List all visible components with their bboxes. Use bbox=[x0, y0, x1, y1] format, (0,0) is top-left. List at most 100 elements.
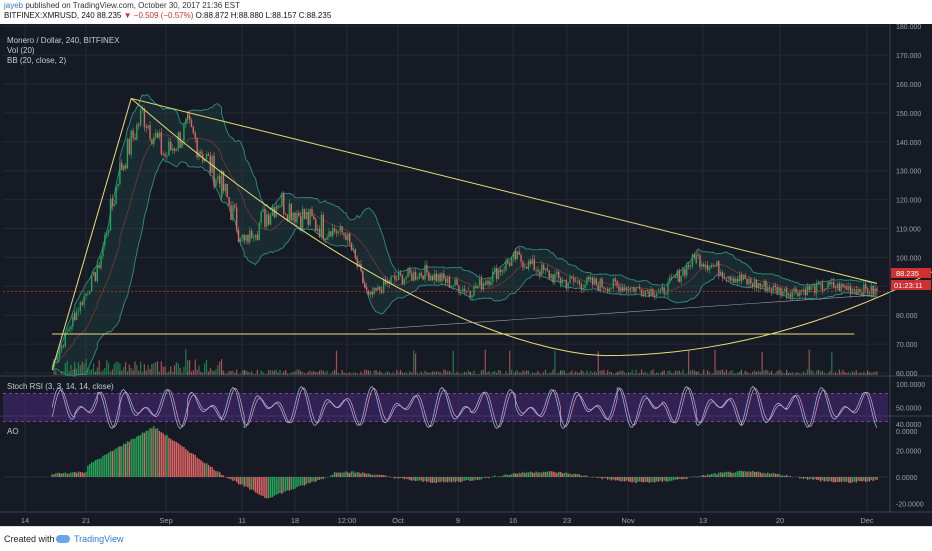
ao-bar bbox=[624, 477, 625, 482]
ao-bar bbox=[773, 473, 774, 477]
volume-bar bbox=[632, 370, 633, 375]
candle-body bbox=[415, 272, 416, 279]
candle-body bbox=[841, 284, 842, 291]
ao-bar bbox=[677, 477, 678, 480]
candle-body bbox=[720, 272, 721, 275]
candle-body bbox=[117, 184, 118, 186]
volume-bar bbox=[336, 351, 337, 375]
ao-bar bbox=[615, 477, 616, 480]
volume-bar bbox=[504, 374, 505, 375]
ao-bar bbox=[453, 477, 454, 481]
ao-bar bbox=[415, 477, 416, 481]
ao-bar bbox=[635, 477, 636, 483]
ao-bar bbox=[389, 476, 390, 477]
ao-bar bbox=[648, 477, 649, 483]
ao-bar bbox=[417, 477, 418, 481]
ao-bar bbox=[332, 475, 333, 477]
author-link[interactable]: jayeb bbox=[4, 1, 23, 10]
ao-bar bbox=[409, 477, 410, 480]
volume-bar bbox=[93, 363, 94, 375]
candle-body bbox=[108, 231, 109, 233]
volume-bar bbox=[470, 372, 471, 375]
ao-bar bbox=[178, 443, 179, 477]
volume-bar bbox=[411, 373, 412, 375]
ao-bar bbox=[411, 477, 412, 481]
ao-bar bbox=[645, 477, 646, 482]
candle-body bbox=[786, 293, 787, 297]
candle-body bbox=[215, 180, 216, 187]
candle-body bbox=[667, 282, 668, 294]
footer: Created with TradingView bbox=[0, 526, 932, 551]
volume-bar bbox=[112, 369, 113, 375]
ao-bar bbox=[750, 472, 751, 477]
candle-body bbox=[321, 215, 322, 238]
ao-bar bbox=[134, 439, 135, 477]
candle-body bbox=[185, 119, 186, 124]
ao-bar bbox=[191, 453, 192, 477]
candle-body bbox=[236, 207, 237, 230]
volume-bar bbox=[276, 370, 277, 375]
volume-bar bbox=[664, 370, 665, 375]
ao-bar bbox=[117, 447, 118, 477]
volume-bar bbox=[690, 370, 691, 375]
ao-bar bbox=[511, 474, 512, 477]
candle-body bbox=[221, 171, 222, 197]
ao-bar bbox=[876, 477, 877, 480]
candle-body bbox=[125, 165, 126, 168]
price-tick-label: 130.000 bbox=[896, 169, 921, 176]
ao-tick-label: 0.0000 bbox=[896, 475, 918, 482]
ao-bar bbox=[82, 472, 83, 477]
ao-bar bbox=[68, 474, 69, 477]
candle-body bbox=[662, 287, 663, 288]
candle-body bbox=[430, 276, 431, 280]
ao-bar bbox=[481, 477, 482, 479]
volume-bar bbox=[826, 374, 827, 375]
volume-bar bbox=[163, 367, 164, 375]
candle-body bbox=[227, 184, 228, 197]
ao-bar bbox=[829, 477, 830, 481]
ao-bar bbox=[456, 477, 457, 481]
volume-bar bbox=[841, 372, 842, 375]
ao-bar bbox=[51, 474, 52, 477]
volume-bar bbox=[818, 370, 819, 375]
candle-body bbox=[445, 279, 446, 283]
volume-bar bbox=[485, 350, 486, 375]
price-tick-label: 120.000 bbox=[896, 198, 921, 205]
ao-bar bbox=[726, 472, 727, 477]
candle-body bbox=[377, 287, 378, 291]
volume-bar bbox=[584, 373, 585, 375]
ao-bar bbox=[294, 477, 295, 489]
ao-bar bbox=[460, 477, 461, 482]
volume-bar bbox=[185, 349, 186, 375]
volume-bar bbox=[323, 370, 324, 375]
candle-body bbox=[338, 231, 339, 233]
candle-body bbox=[776, 287, 777, 293]
volume-bar bbox=[238, 374, 239, 375]
ao-bar bbox=[153, 426, 154, 477]
chart-area[interactable]: 60.00070.00080.00090.000100.000110.00012… bbox=[0, 24, 932, 526]
tradingview-logo[interactable]: TradingView bbox=[56, 534, 124, 544]
volume-bar bbox=[72, 370, 73, 375]
ao-bar bbox=[65, 473, 66, 477]
ao-bar bbox=[283, 477, 284, 492]
volume-bar bbox=[447, 371, 448, 375]
ao-bar bbox=[161, 432, 162, 477]
candle-body bbox=[144, 108, 145, 127]
candle-body bbox=[266, 214, 267, 226]
candle-body bbox=[409, 269, 410, 274]
stoch-tick-label: 100.0000 bbox=[896, 382, 925, 389]
legend-vol: Vol (20) bbox=[7, 46, 35, 55]
ao-bar bbox=[125, 444, 126, 477]
volume-bar bbox=[758, 371, 759, 375]
candle-body bbox=[434, 274, 435, 280]
volume-bar bbox=[423, 374, 424, 375]
candle-body bbox=[405, 277, 406, 279]
ao-bar bbox=[486, 477, 487, 478]
volume-bar bbox=[353, 373, 354, 375]
chart-svg[interactable]: 60.00070.00080.00090.000100.000110.00012… bbox=[0, 24, 932, 526]
candle-body bbox=[308, 212, 309, 225]
candle-body bbox=[349, 234, 350, 243]
volume-bar bbox=[846, 373, 847, 375]
ao-bar bbox=[663, 477, 664, 481]
ao-bar bbox=[859, 477, 860, 481]
